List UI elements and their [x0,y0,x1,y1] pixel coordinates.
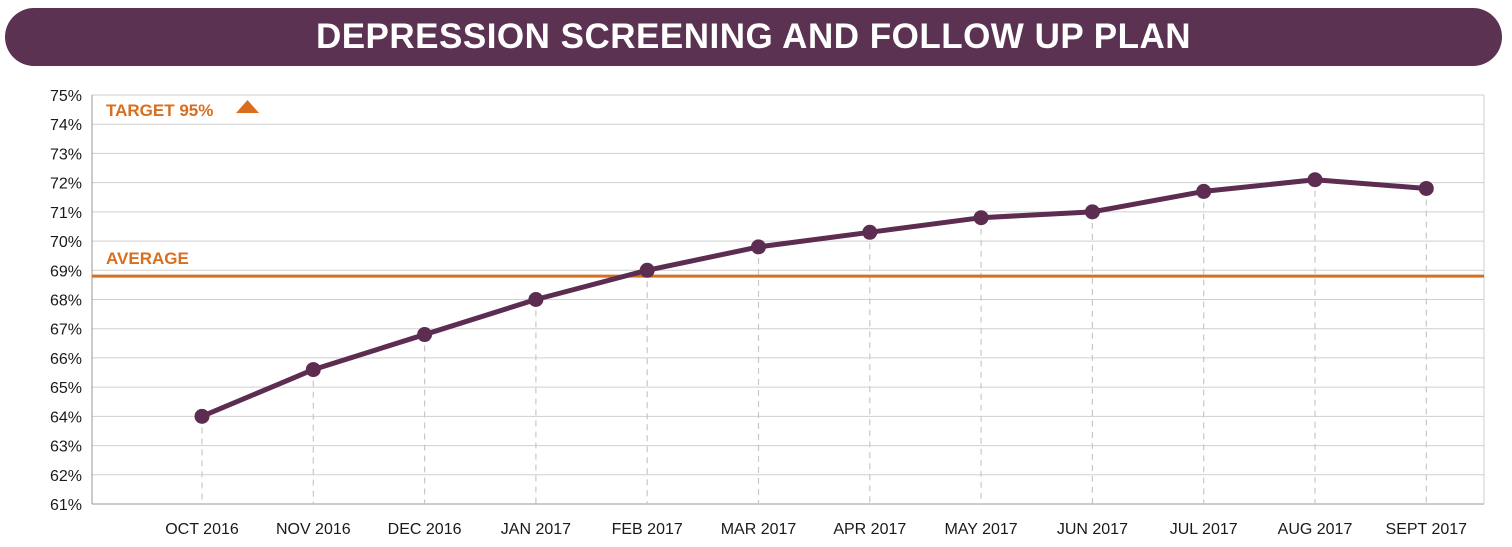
x-tick-label: JUN 2017 [1057,521,1128,538]
y-tick-label: 61% [50,497,82,514]
title-banner: DEPRESSION SCREENING AND FOLLOW UP PLAN [5,8,1502,66]
chart-title: DEPRESSION SCREENING AND FOLLOW UP PLAN [315,17,1192,56]
target-label: TARGET 95% [106,101,213,120]
x-tick-label: OCT 2016 [165,521,239,538]
data-point [1418,180,1434,196]
y-tick-label: 75% [50,88,82,105]
x-tick-label: SEPT 2017 [1386,521,1468,538]
y-tick-label: 71% [50,205,82,222]
y-tick-label: 63% [50,439,82,456]
y-tick-label: 72% [50,176,82,193]
data-point [1307,172,1323,188]
triangle-up-icon [236,100,259,113]
x-tick-label: MAR 2017 [721,521,797,538]
x-tick-label: NOV 2016 [276,521,351,538]
data-point [973,210,989,226]
data-point [1196,183,1212,199]
x-tick-label: MAY 2017 [944,521,1017,538]
y-tick-label: 70% [50,234,82,251]
y-tick-label: 69% [50,263,82,280]
y-tick-label: 74% [50,117,82,134]
data-point [862,224,878,240]
data-point [194,408,210,424]
x-tick-label: FEB 2017 [612,521,683,538]
x-tick-label: JAN 2017 [501,521,571,538]
y-tick-label: 73% [50,146,82,163]
data-point [639,262,655,278]
y-tick-label: 66% [50,351,82,368]
average-label: AVERAGE [106,249,189,268]
series-line [199,177,1429,419]
y-tick-label: 64% [50,409,82,426]
data-point [417,327,433,343]
y-tick-label: 68% [50,293,82,310]
x-tick-label: DEC 2016 [388,521,462,538]
y-tick-label: 65% [50,380,82,397]
x-tick-label: JUL 2017 [1170,521,1238,538]
y-tick-label: 67% [50,322,82,339]
data-point [528,292,544,307]
data-point [1084,204,1100,220]
x-tick-label: AUG 2017 [1278,521,1353,538]
y-tick-label: 62% [50,468,82,485]
data-point [751,239,766,255]
data-point [305,362,321,378]
x-tick-label: APR 2017 [833,521,906,538]
